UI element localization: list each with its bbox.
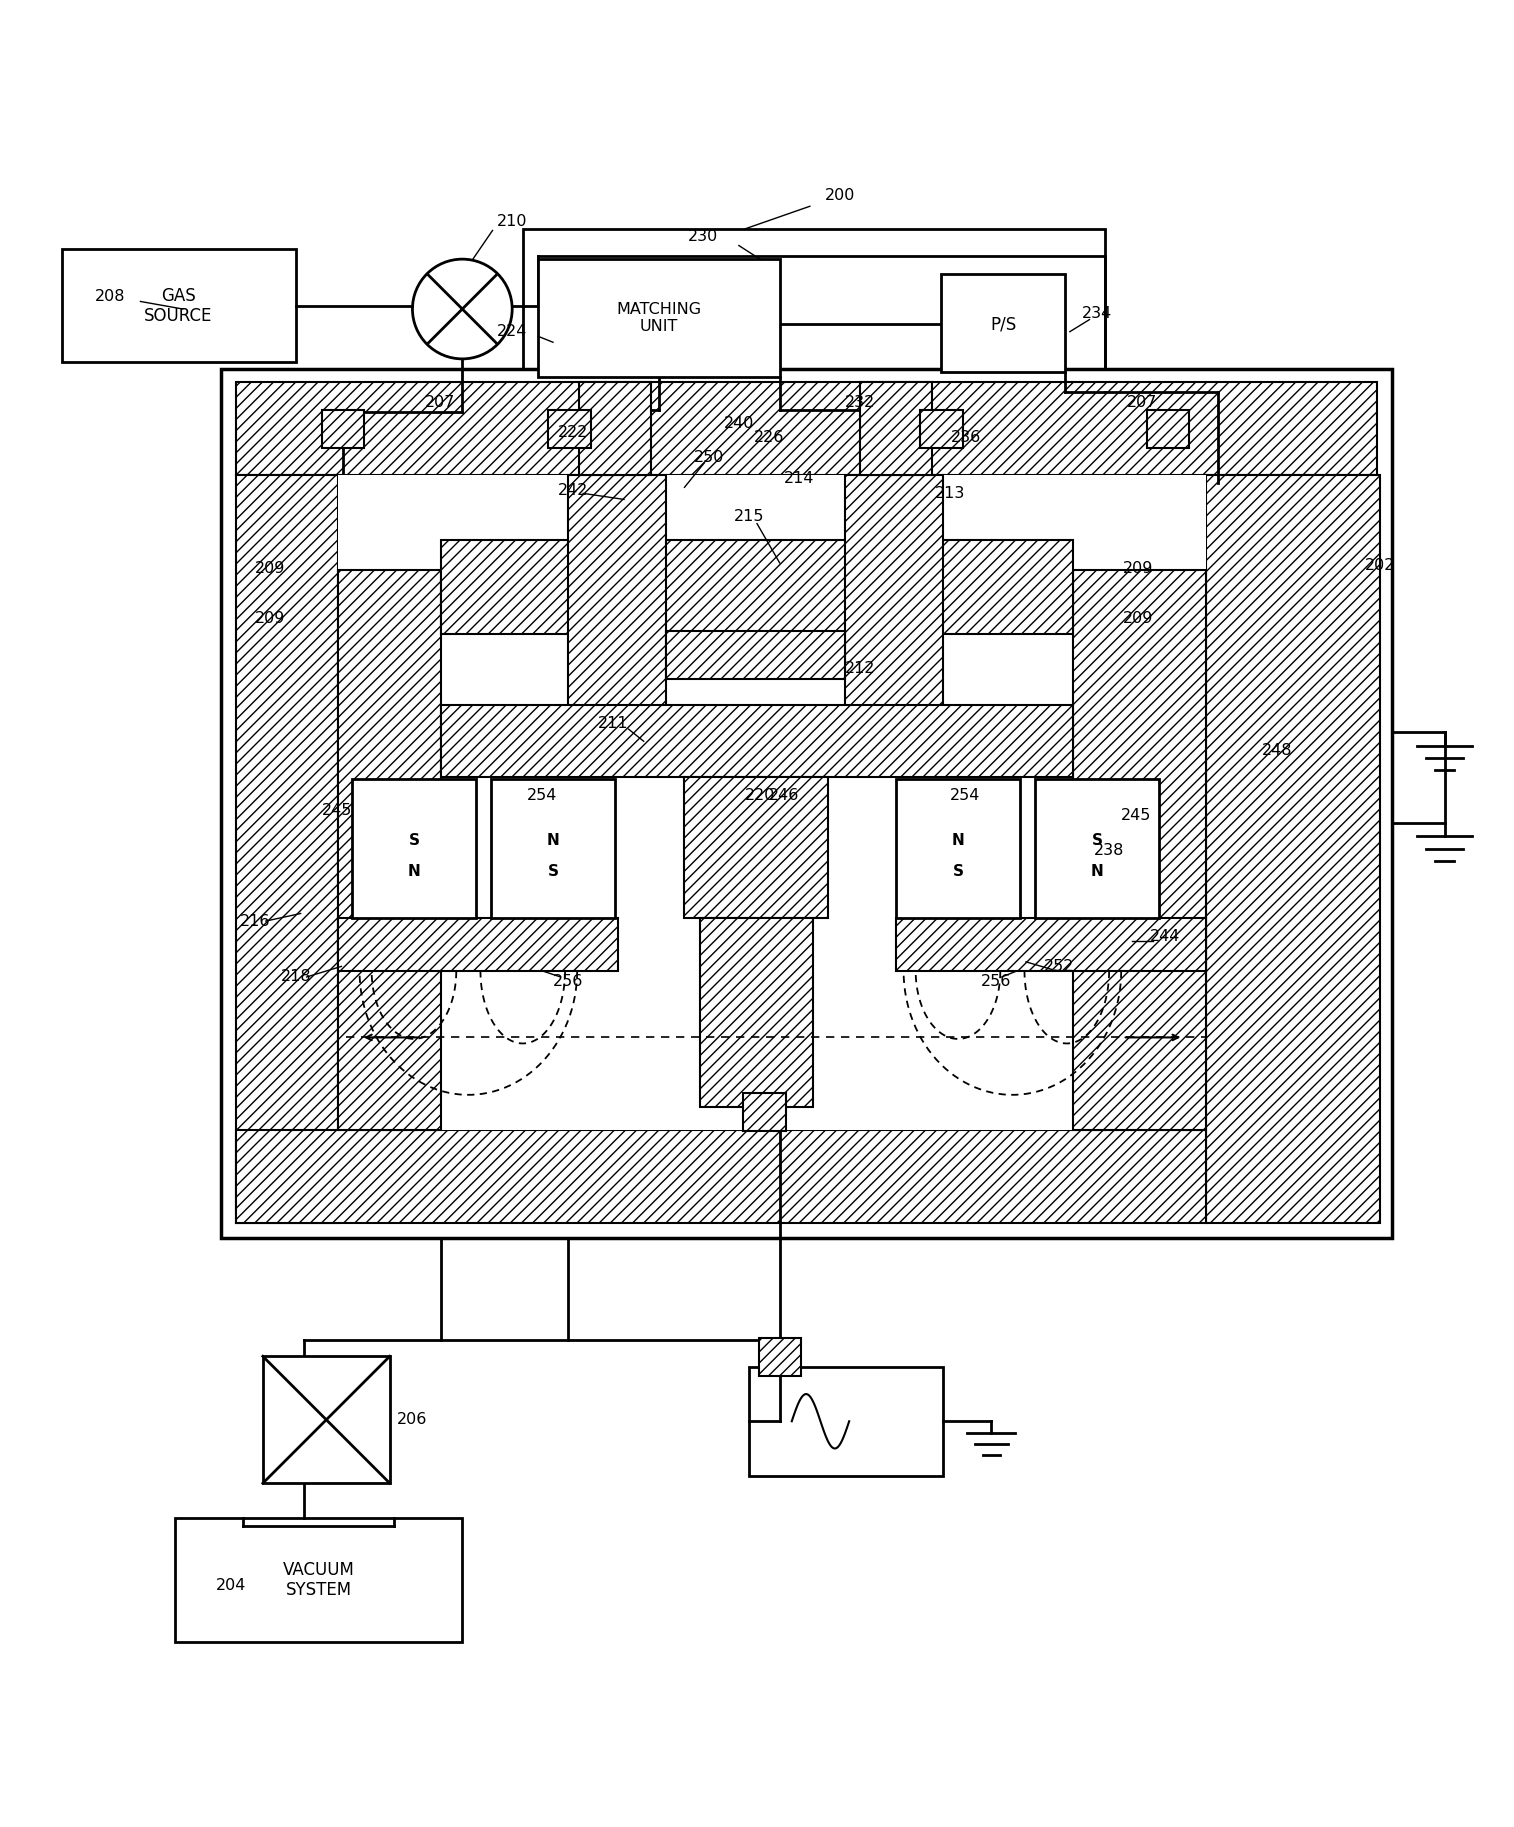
Text: S: S — [952, 864, 963, 879]
Bar — [339, 475, 1205, 1129]
Text: 213: 213 — [936, 486, 966, 501]
Bar — [322, 411, 363, 448]
Text: 207: 207 — [424, 395, 454, 411]
Bar — [236, 475, 339, 1224]
Bar — [749, 1367, 943, 1476]
Bar — [759, 1337, 801, 1376]
Bar — [236, 382, 1376, 475]
Text: 226: 226 — [754, 429, 784, 446]
Bar — [1148, 411, 1188, 448]
Text: S: S — [1092, 833, 1102, 848]
Text: 207: 207 — [1128, 395, 1158, 411]
Bar — [537, 259, 780, 376]
Text: 222: 222 — [557, 426, 587, 440]
Text: 214: 214 — [784, 471, 815, 486]
Text: 211: 211 — [598, 716, 628, 731]
Text: 252: 252 — [1045, 959, 1075, 974]
Text: 230: 230 — [687, 228, 718, 245]
Text: 209: 209 — [1123, 561, 1154, 577]
Text: 240: 240 — [724, 417, 754, 431]
Text: 200: 200 — [825, 188, 855, 203]
Text: 256: 256 — [981, 974, 1011, 988]
Text: 244: 244 — [1149, 928, 1181, 945]
Bar — [522, 228, 1105, 393]
Bar — [548, 411, 590, 448]
Bar — [684, 778, 828, 917]
Text: VACUUM
SYSTEM: VACUUM SYSTEM — [283, 1560, 354, 1599]
Bar — [1073, 570, 1205, 1129]
Bar — [339, 570, 441, 1129]
Bar — [743, 1093, 786, 1131]
Text: 254: 254 — [951, 787, 981, 804]
Text: MATCHING
UNIT: MATCHING UNIT — [616, 301, 701, 334]
Text: 238: 238 — [1095, 842, 1125, 857]
Text: P/S: P/S — [990, 314, 1016, 333]
Text: GAS
SOURCE: GAS SOURCE — [144, 287, 212, 325]
Text: 234: 234 — [1083, 307, 1113, 322]
Text: 245: 245 — [1122, 808, 1152, 822]
Text: 204: 204 — [217, 1579, 247, 1593]
Text: 209: 209 — [256, 612, 286, 627]
Bar — [578, 382, 651, 475]
Bar — [491, 778, 615, 917]
Bar — [666, 630, 845, 680]
Text: N: N — [547, 833, 559, 848]
Text: 254: 254 — [527, 787, 557, 804]
Bar — [176, 1518, 462, 1642]
Text: N: N — [952, 833, 964, 848]
Bar — [942, 274, 1066, 373]
Bar — [845, 475, 943, 709]
Text: 256: 256 — [553, 974, 583, 988]
Text: 218: 218 — [280, 970, 312, 985]
Text: 208: 208 — [95, 289, 126, 305]
Bar — [568, 475, 666, 709]
Text: 216: 216 — [241, 914, 271, 928]
Bar — [351, 778, 475, 917]
Text: N: N — [1090, 864, 1104, 879]
Text: 236: 236 — [951, 429, 981, 446]
Text: 209: 209 — [1123, 612, 1154, 627]
Text: 210: 210 — [497, 214, 527, 228]
Text: 245: 245 — [321, 804, 353, 818]
Text: 248: 248 — [1261, 744, 1291, 758]
Bar — [263, 1356, 389, 1484]
Text: 220: 220 — [745, 787, 775, 804]
Bar — [860, 382, 933, 475]
Text: 224: 224 — [497, 323, 527, 340]
Bar — [441, 541, 1073, 634]
Bar — [441, 705, 1073, 778]
Text: 232: 232 — [845, 395, 875, 411]
Bar — [896, 778, 1020, 917]
Text: 250: 250 — [693, 449, 724, 464]
Text: S: S — [409, 833, 419, 848]
Text: 215: 215 — [734, 508, 765, 524]
Bar — [699, 917, 813, 1107]
Bar — [921, 411, 963, 448]
Text: 212: 212 — [845, 661, 875, 676]
Bar — [221, 369, 1391, 1239]
Text: 206: 206 — [397, 1412, 427, 1427]
Text: 242: 242 — [557, 482, 587, 499]
Text: 246: 246 — [769, 787, 799, 804]
Text: 209: 209 — [256, 561, 286, 577]
Bar — [896, 917, 1205, 970]
Bar — [1205, 475, 1379, 1224]
Bar — [1036, 778, 1160, 917]
Text: N: N — [407, 864, 421, 879]
Bar — [339, 917, 618, 970]
Text: 202: 202 — [1364, 559, 1394, 574]
Bar — [236, 1129, 1205, 1224]
Bar — [62, 248, 297, 362]
Text: S: S — [548, 864, 559, 879]
